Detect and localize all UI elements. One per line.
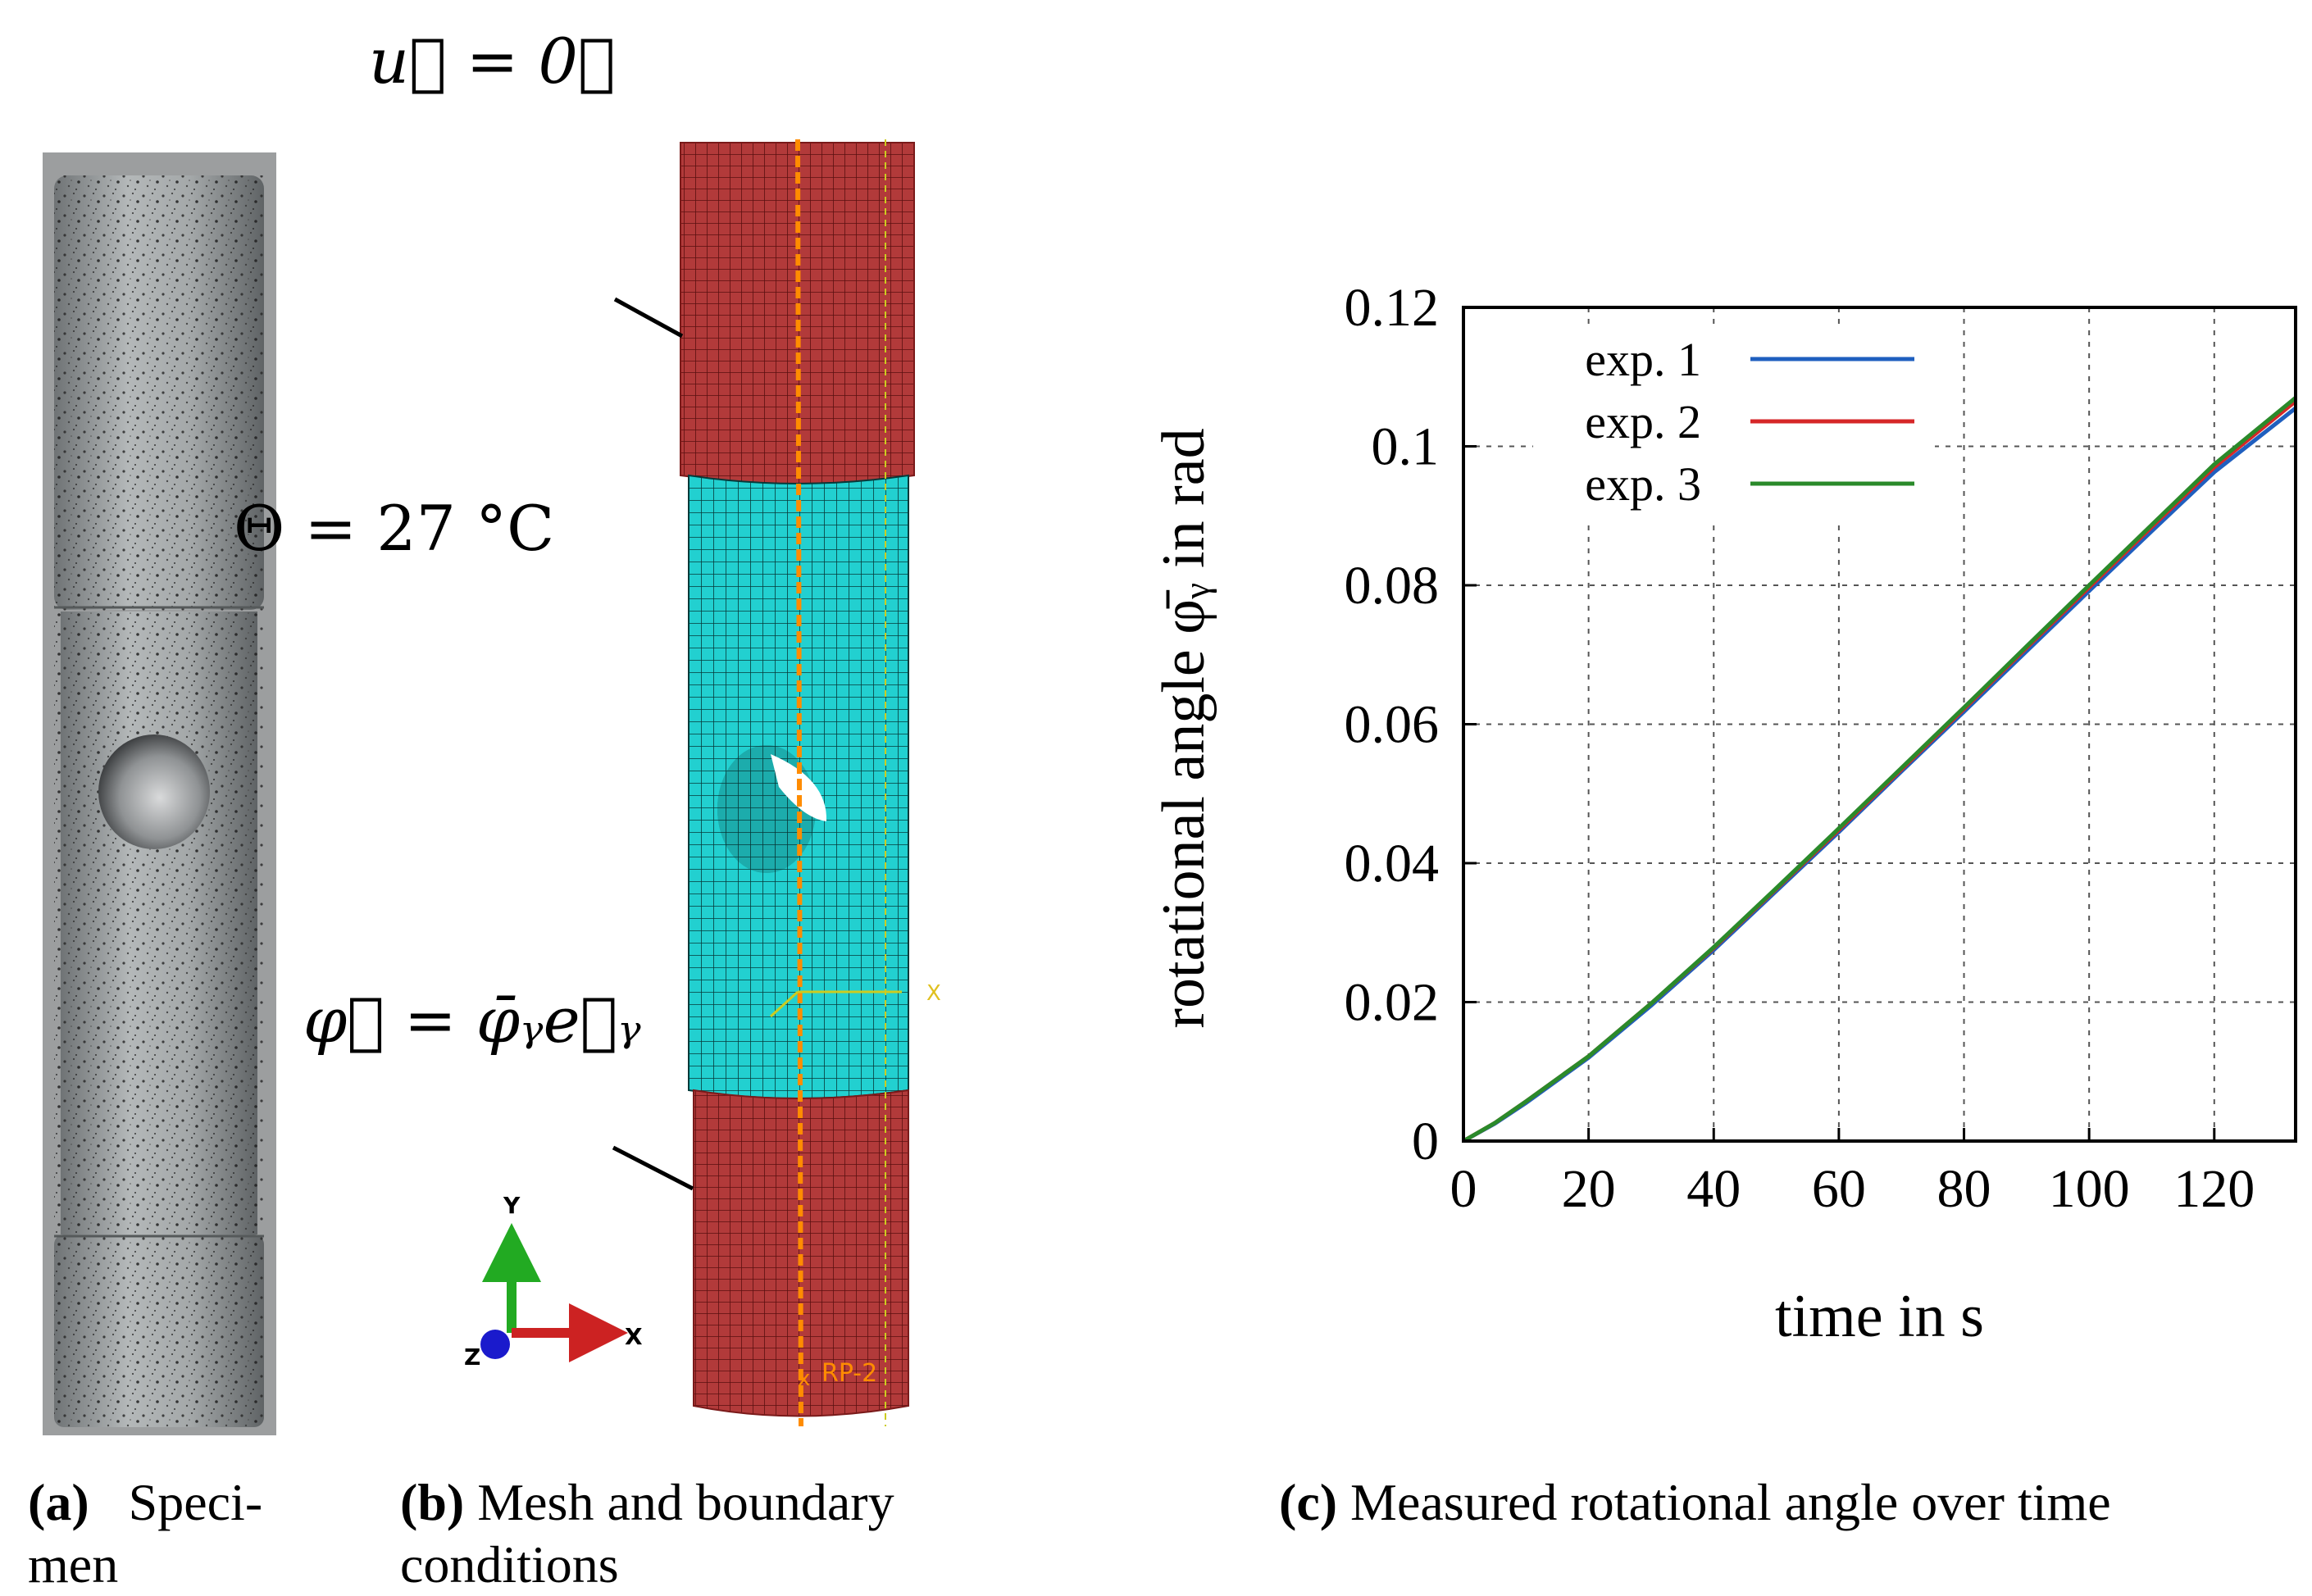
- y-tick-label: 0.02: [1345, 973, 1440, 1033]
- y-tick-label: 0.08: [1345, 556, 1440, 616]
- x-tick-label: 40: [1686, 1159, 1741, 1219]
- x-tick-label: 100: [2049, 1159, 2130, 1219]
- bc-top-label: u⃗ = 0⃗: [369, 25, 616, 98]
- x-axis-label: time in s: [1775, 1283, 1984, 1350]
- reference-axis-line: [795, 139, 803, 1427]
- caption-b-line2: conditions: [400, 1535, 619, 1594]
- caption-a-line1: Speci-: [128, 1473, 263, 1531]
- x-tick-label: 60: [1812, 1159, 1866, 1219]
- caption-c: (c) Measured rotational angle over time: [1279, 1471, 2263, 1534]
- x-tick-label: 80: [1937, 1159, 1991, 1219]
- y-tick-label: 0.06: [1345, 695, 1440, 755]
- caption-b-line1: Mesh and boundary: [477, 1473, 894, 1531]
- caption-a: (a) Speci- men: [28, 1471, 298, 1596]
- top-leader-line: [613, 297, 684, 339]
- y-tick-label: 0.04: [1345, 834, 1440, 893]
- caption-b: (b) Mesh and boundary conditions: [400, 1471, 1023, 1596]
- triad-y-label: Y: [503, 1192, 521, 1219]
- y-tick-label: 0: [1412, 1112, 1439, 1171]
- svg-text:x: x: [798, 1366, 810, 1391]
- mesh-figure: X x RP-2 Y X Z: [464, 139, 941, 1427]
- x-tick-label: 0: [1450, 1159, 1477, 1219]
- ref-point-label: RP-2: [821, 1359, 877, 1388]
- temperature-label: Θ = 27 °C: [234, 492, 555, 565]
- specimen-photo: [43, 152, 276, 1435]
- triad-z-label: Z: [464, 1344, 480, 1371]
- caption-c-text: Measured rotational angle over time: [1350, 1473, 2111, 1531]
- bc-bottom-label: φ⃗ = φ̄ᵧe⃗ᵧ: [303, 984, 641, 1057]
- caption-a-line2: men: [28, 1535, 119, 1594]
- plot-frame: [1462, 306, 2297, 1143]
- legend-label-1: exp. 1: [1585, 333, 1701, 386]
- x-tick-label: 120: [2173, 1159, 2255, 1219]
- triad-z-dot: [480, 1330, 510, 1359]
- mesh-x-label: X: [926, 981, 941, 1006]
- legend-label-3: exp. 3: [1585, 457, 1701, 511]
- y-axis-label: rotational angle φ̄ᵧ in rad: [1150, 428, 1217, 1028]
- x-tick-label: 20: [1562, 1159, 1616, 1219]
- bottom-leader-line: [612, 1145, 694, 1191]
- legend-label-2: exp. 2: [1585, 395, 1701, 448]
- caption-a-letter: (a): [28, 1473, 89, 1531]
- caption-b-letter: (b): [400, 1473, 465, 1531]
- triad-x-label: X: [625, 1323, 643, 1350]
- bottom-fixed-region: [693, 1089, 909, 1417]
- y-tick-label: 0.12: [1345, 278, 1440, 338]
- y-tick-label: 0.1: [1372, 417, 1440, 477]
- coordinate-triad: Y X Z: [464, 1192, 643, 1371]
- series-line-3: [1462, 396, 2297, 1144]
- caption-c-letter: (c): [1279, 1473, 1338, 1531]
